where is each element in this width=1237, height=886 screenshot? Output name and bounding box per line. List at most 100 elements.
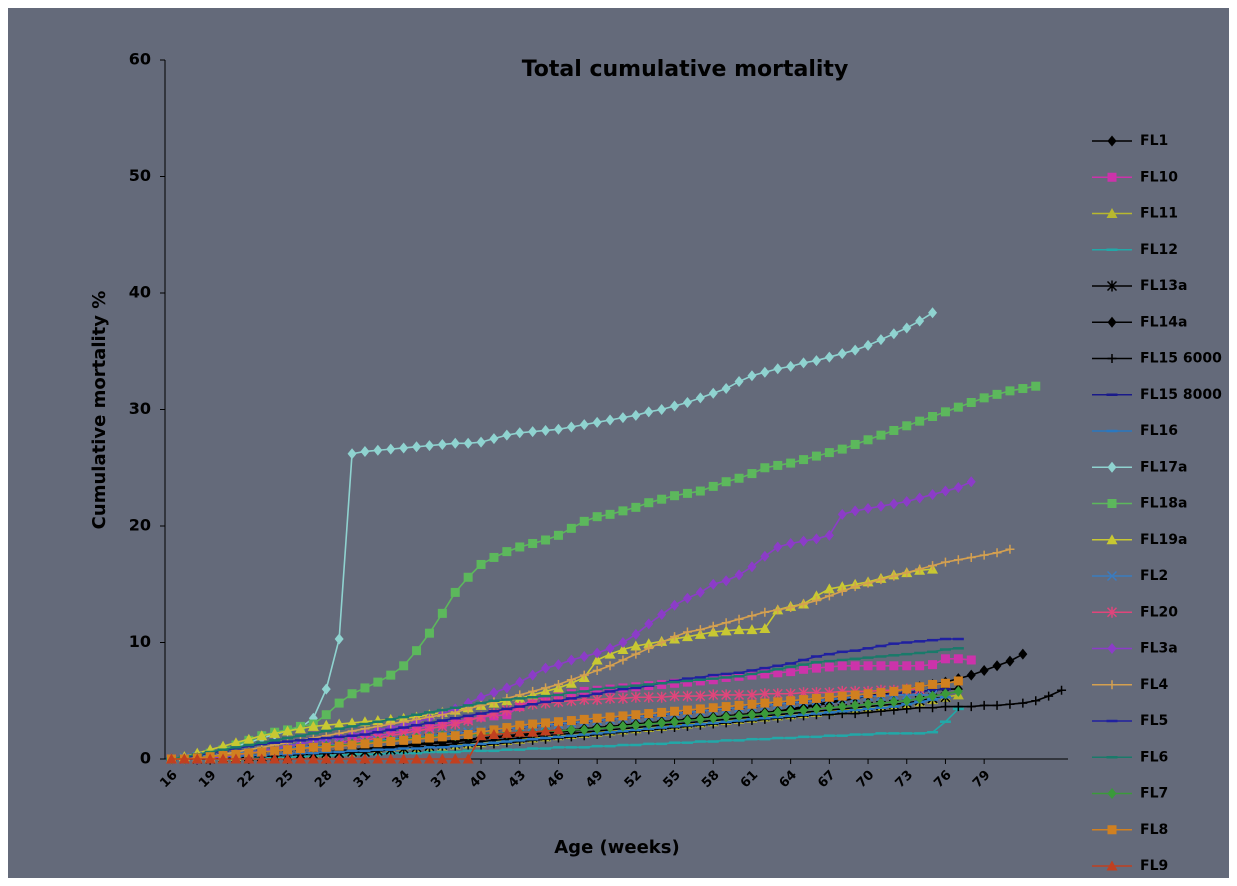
data-point — [591, 654, 603, 665]
data-point — [386, 737, 396, 747]
data-point — [450, 718, 461, 730]
data-point — [799, 704, 809, 716]
data-point — [643, 691, 654, 703]
data-point — [863, 698, 873, 710]
data-point — [321, 710, 331, 720]
legend-marker — [1107, 316, 1117, 328]
legend-marker — [1107, 172, 1117, 182]
data-point — [579, 724, 589, 736]
legend-label: FL1 — [1140, 133, 1168, 149]
data-point — [605, 509, 615, 519]
data-point — [928, 679, 938, 689]
data-point — [695, 586, 705, 598]
data-point — [399, 661, 409, 671]
data-point — [488, 729, 500, 740]
data-point — [695, 704, 705, 714]
legend-marker — [1106, 570, 1118, 582]
data-point — [966, 669, 976, 681]
data-point — [307, 720, 319, 731]
data-point — [256, 730, 268, 741]
data-point — [837, 586, 847, 596]
data-point — [178, 753, 190, 764]
data-point — [515, 676, 525, 688]
y-tick-label: 30 — [129, 399, 151, 418]
data-point — [1005, 655, 1015, 667]
data-point — [915, 703, 925, 713]
data-point — [824, 591, 834, 601]
data-point — [760, 550, 770, 562]
data-point — [631, 628, 641, 640]
data-point — [928, 703, 938, 713]
data-point — [876, 688, 886, 698]
data-point — [915, 492, 925, 504]
data-point — [360, 739, 370, 749]
data-point — [436, 753, 448, 764]
data-point — [682, 715, 692, 727]
data-point — [682, 488, 692, 498]
data-point — [759, 623, 771, 634]
data-point — [1018, 648, 1028, 660]
data-point — [811, 533, 821, 545]
data-point — [605, 414, 615, 426]
data-point — [450, 707, 460, 717]
data-point — [708, 621, 718, 631]
data-point — [773, 541, 783, 553]
data-point — [759, 688, 770, 700]
data-point — [657, 707, 667, 717]
data-point — [773, 668, 783, 678]
y-tick-label: 10 — [129, 632, 151, 651]
data-point — [979, 393, 989, 403]
data-point — [257, 747, 267, 757]
data-point — [244, 748, 254, 758]
data-point — [992, 389, 1002, 399]
data-point — [953, 702, 963, 712]
data-point — [424, 628, 434, 638]
data-point — [553, 717, 563, 727]
data-point — [605, 722, 615, 734]
data-point — [437, 720, 448, 732]
series — [166, 307, 938, 765]
data-point — [811, 596, 821, 606]
legend-label: FL20 — [1140, 604, 1178, 620]
legend-marker — [1107, 643, 1117, 654]
data-point — [695, 392, 705, 404]
data-point — [631, 719, 641, 731]
data-point — [902, 421, 912, 431]
data-point — [592, 694, 603, 706]
legend-label: FL13a — [1140, 278, 1187, 294]
data-point — [799, 535, 809, 547]
data-point — [579, 650, 589, 662]
data-point — [928, 489, 938, 501]
data-point — [347, 689, 357, 699]
data-point — [682, 690, 693, 702]
y-tick-label: 0 — [140, 749, 151, 768]
data-point — [863, 661, 873, 671]
data-point — [347, 726, 357, 736]
data-point — [579, 714, 589, 724]
data-point — [502, 723, 512, 733]
legend-marker — [1106, 534, 1118, 545]
data-point — [592, 723, 602, 735]
data-point — [1005, 386, 1015, 396]
data-point — [437, 732, 447, 742]
data-point — [308, 742, 318, 752]
y-tick-label: 20 — [129, 516, 151, 535]
data-point — [863, 435, 873, 445]
data-point — [708, 689, 719, 701]
data-point — [811, 451, 821, 461]
data-point — [876, 661, 886, 671]
data-point — [618, 711, 628, 721]
data-point — [734, 614, 744, 624]
data-point — [915, 692, 925, 704]
data-point — [373, 677, 383, 687]
data-point — [386, 670, 396, 680]
data-point — [191, 753, 203, 764]
data-point — [734, 700, 744, 710]
data-point — [682, 592, 692, 604]
data-point — [850, 690, 860, 700]
data-point — [747, 699, 757, 709]
data-point — [605, 642, 615, 654]
data-point — [708, 578, 718, 590]
data-point — [644, 709, 654, 719]
data-point — [721, 689, 732, 701]
